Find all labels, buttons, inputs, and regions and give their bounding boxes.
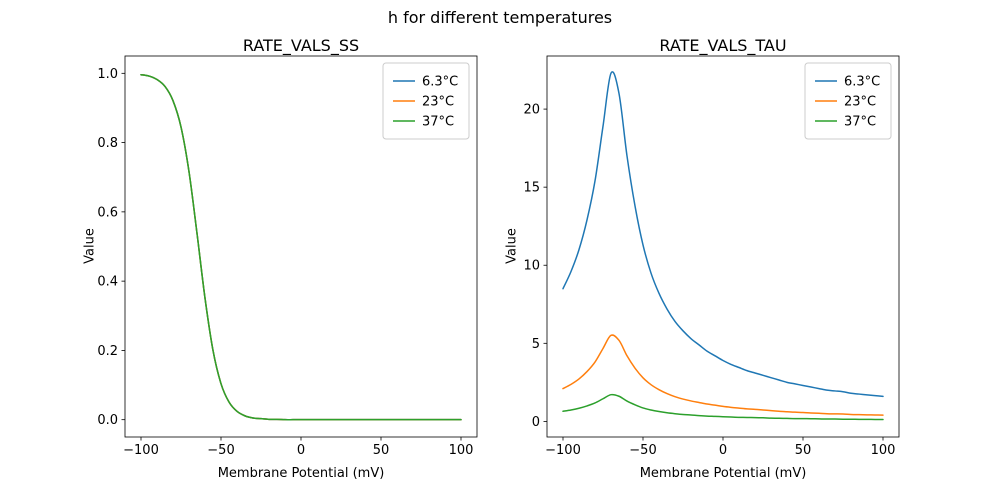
y-tick-label: 0.6 (97, 205, 118, 220)
x-tick-label: 0 (719, 443, 727, 458)
figure-suptitle: h for different temperatures (387, 8, 613, 27)
y-tick-label: 0.2 (97, 344, 118, 359)
y-tick-label: 0.8 (97, 136, 118, 151)
legend-label-1: 23°C (422, 95, 454, 110)
tau-chart-title: RATE_VALS_TAU (659, 36, 787, 55)
y-tick-label: 1.0 (97, 67, 118, 82)
ss-yaxis-label: Value (82, 228, 98, 264)
x-tick-label: 0 (297, 443, 305, 458)
legend-label-1: 23°C (844, 95, 876, 110)
tau-xaxis-label: Membrane Potential (mV) (639, 466, 807, 481)
x-tick-label: −100 (545, 443, 581, 458)
legend-box (382, 62, 470, 140)
tau-yaxis-label: Value (504, 228, 520, 264)
y-tick-label: 5 (532, 337, 540, 352)
legend-label-2: 37°C (422, 115, 454, 130)
legend: 6.3°C 23°C 37°C (804, 62, 892, 140)
x-tick-label: −50 (629, 443, 656, 458)
y-tick-label: 20 (523, 103, 540, 118)
axes-1: −100 −50 0 50 100 0 5 10 15 20 6.3°C 23°C 37°C (523, 55, 900, 458)
x-tick-label: 50 (795, 443, 812, 458)
legend-label-2: 37°C (844, 115, 876, 130)
x-tick-label: 100 (449, 443, 474, 458)
y-tick-label: 0 (532, 415, 540, 430)
legend-box (804, 62, 892, 140)
x-tick-label: 100 (871, 443, 896, 458)
y-tick-label: 0.4 (97, 275, 118, 290)
legend: 6.3°C 23°C 37°C (382, 62, 470, 140)
legend-label-0: 6.3°C (844, 75, 880, 90)
x-tick-label: −50 (207, 443, 234, 458)
y-tick-label: 0.0 (97, 413, 118, 428)
ss-chart-title: RATE_VALS_SS (242, 36, 360, 55)
y-tick-label: 15 (523, 181, 540, 196)
series-line-2 (140, 73, 462, 421)
series-line-1 (562, 334, 884, 416)
ss-xaxis-label: Membrane Potential (mV) (217, 466, 385, 481)
axes-0: −100 −50 0 50 100 0.0 0.2 0.4 0.6 0.8 1.0 6.3°C 23°C… (97, 55, 478, 458)
y-tick-label: 10 (523, 259, 540, 274)
x-tick-label: −100 (123, 443, 159, 458)
series-line-0 (562, 71, 884, 398)
legend-label-0: 6.3°C (422, 75, 458, 90)
x-tick-label: 50 (373, 443, 390, 458)
series-line-2 (562, 393, 884, 421)
